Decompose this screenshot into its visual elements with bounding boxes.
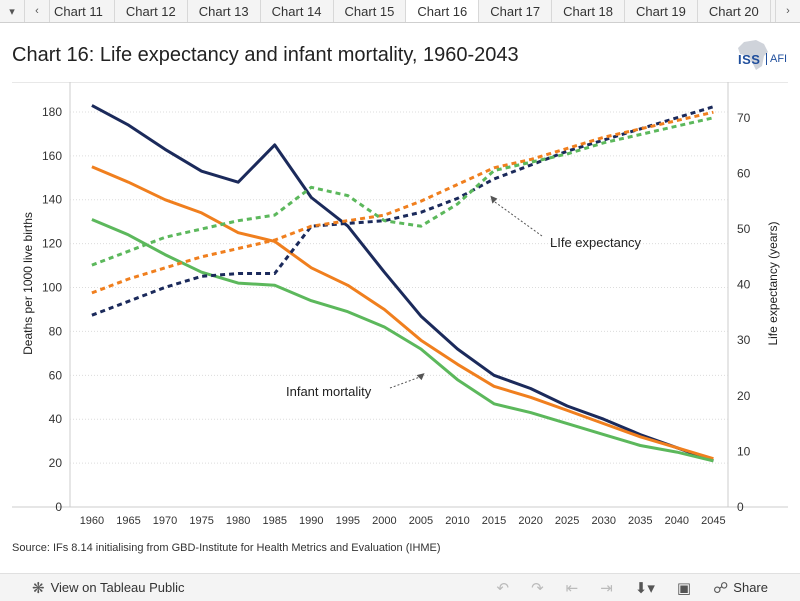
x-tick-label: 1965 bbox=[116, 515, 140, 527]
tab-prev-button[interactable]: ‹ bbox=[25, 0, 50, 22]
view-on-tableau-link[interactable]: ❋ View on Tableau Public bbox=[32, 579, 185, 597]
tab-chart-15[interactable]: Chart 15 bbox=[334, 0, 407, 22]
tab-chart-19[interactable]: Chart 19 bbox=[625, 0, 698, 22]
x-tick-label: 1985 bbox=[262, 515, 286, 527]
tab-chart-12[interactable]: Chart 12 bbox=[115, 0, 188, 22]
y-right-tick-label: 30 bbox=[737, 333, 751, 347]
y-right-tick-label: 40 bbox=[737, 278, 751, 292]
tab-chart-17[interactable]: Chart 17 bbox=[479, 0, 553, 22]
tab-label: Chart 20 bbox=[708, 3, 759, 19]
y-right-tick-label: 60 bbox=[737, 166, 751, 180]
chevron-right-icon: › bbox=[786, 5, 790, 17]
annotation-life-expectancy: LIfe expectancy bbox=[550, 235, 642, 250]
series-line-infant-mortality-1[interactable] bbox=[91, 104, 714, 463]
chevron-left-icon: ‹ bbox=[35, 5, 39, 17]
y-left-tick-label: 40 bbox=[49, 412, 63, 426]
y-right-tick-label: 20 bbox=[737, 389, 751, 403]
tab-chart-14[interactable]: Chart 14 bbox=[261, 0, 334, 22]
tab-next-button[interactable]: › bbox=[775, 0, 800, 22]
tab-label: Chart 18 bbox=[563, 3, 614, 19]
tab-chart-18[interactable]: Chart 18 bbox=[552, 0, 626, 22]
africa-map-icon bbox=[738, 40, 768, 70]
caret-down-icon: ▾ bbox=[9, 5, 15, 18]
undo-icon[interactable]: ↶ bbox=[496, 579, 510, 597]
y-left-tick-label: 120 bbox=[42, 237, 62, 251]
y-left-tick-label: 180 bbox=[42, 105, 62, 119]
series-line-life-expectancy-1[interactable] bbox=[91, 105, 714, 317]
annotation-infant-mortality: Infant mortality bbox=[286, 384, 372, 399]
y-right-tick-label: 10 bbox=[737, 444, 751, 458]
x-tick-label: 1975 bbox=[189, 515, 213, 527]
annotation-leader-infant-mortality bbox=[389, 376, 420, 389]
x-tick-label: 1980 bbox=[226, 515, 250, 527]
download-icon[interactable]: ⬇▾ bbox=[634, 579, 655, 597]
chart-title: Chart 16: Life expectancy and infant mor… bbox=[12, 44, 519, 66]
x-tick-label: 2030 bbox=[591, 515, 615, 527]
y-left-tick-label: 80 bbox=[49, 324, 63, 338]
x-tick-label: 2000 bbox=[372, 515, 396, 527]
y-right-axis-label: Life expectancy (years) bbox=[766, 221, 780, 345]
tab-chart-16[interactable]: Chart 16 bbox=[406, 0, 480, 22]
series-line-life-expectancy-3[interactable] bbox=[91, 116, 714, 267]
footer-toolbar: ❋ View on Tableau Public ↶ ↷ ⇤ ⇥ ⬇▾ ▣ ☍ … bbox=[0, 573, 800, 601]
x-tick-label: 2025 bbox=[555, 515, 579, 527]
y-left-tick-label: 100 bbox=[42, 281, 62, 295]
tab-label: Chart 19 bbox=[636, 3, 686, 19]
tab-label: Chart 11 bbox=[54, 3, 103, 19]
x-tick-label: 2015 bbox=[482, 515, 506, 527]
x-tick-label: 2010 bbox=[445, 515, 469, 527]
tab-label: Chart 12 bbox=[125, 3, 176, 19]
chart-area: 0204060801001201401601800102030405060701… bbox=[12, 82, 788, 527]
y-right-tick-label: 50 bbox=[737, 222, 751, 236]
refresh-icon[interactable]: ⇥ bbox=[600, 579, 613, 597]
x-tick-label: 1970 bbox=[153, 515, 177, 527]
revert-icon[interactable]: ⇤ bbox=[565, 579, 579, 597]
series-line-life-expectancy-2[interactable] bbox=[91, 110, 714, 295]
iss-logo: ISS AFI bbox=[726, 38, 790, 74]
view-on-tableau-label: View on Tableau Public bbox=[50, 580, 185, 595]
tab-menu-button[interactable]: ▾ bbox=[0, 0, 25, 22]
redo-icon[interactable]: ↷ bbox=[531, 579, 544, 597]
tab-label: Chart 13 bbox=[198, 3, 249, 19]
x-tick-label: 1990 bbox=[299, 515, 323, 527]
series-line-infant-mortality-2[interactable] bbox=[91, 165, 714, 461]
share-label: Share bbox=[733, 580, 768, 595]
share-icon: ☍ bbox=[713, 579, 729, 597]
arrow-icon bbox=[490, 195, 498, 204]
x-tick-label: 1960 bbox=[80, 515, 104, 527]
y-right-tick-label: 0 bbox=[737, 500, 744, 514]
y-left-tick-label: 140 bbox=[42, 193, 62, 207]
logo-text-afi: AFI bbox=[766, 53, 787, 65]
x-tick-label: 1995 bbox=[336, 515, 360, 527]
tab-label: Chart 17 bbox=[490, 3, 541, 19]
tab-label: Chart 14 bbox=[271, 3, 322, 19]
y-left-tick-label: 160 bbox=[42, 149, 62, 163]
tab-label: Chart 15 bbox=[344, 3, 395, 19]
tableau-icon: ❋ bbox=[32, 579, 45, 597]
tab-list: Chart 11 Chart 12 Chart 13 Chart 14 Chart 15… bbox=[50, 0, 775, 22]
tab-chart-20[interactable]: Chart 20 bbox=[698, 0, 771, 22]
x-tick-label: 2035 bbox=[628, 515, 652, 527]
source-note: Source: IFs 8.14 initialising from GBD-I… bbox=[12, 542, 441, 554]
share-button[interactable]: ☍ Share bbox=[713, 579, 768, 597]
x-tick-label: 2040 bbox=[665, 515, 689, 527]
tab-bar: ▾ ‹ Chart 11 Chart 12 Chart 13 Chart 14 Char… bbox=[0, 0, 800, 23]
fullscreen-icon[interactable]: ▣ bbox=[676, 579, 692, 597]
series-line-infant-mortality-3[interactable] bbox=[91, 218, 714, 463]
x-tick-label: 2005 bbox=[409, 515, 433, 527]
y-left-tick-label: 60 bbox=[49, 368, 63, 382]
logo-text-iss: ISS bbox=[738, 52, 761, 67]
y-right-tick-label: 70 bbox=[737, 111, 751, 125]
tab-chart-11[interactable]: Chart 11 bbox=[50, 0, 115, 22]
annotation-leader-life-expectancy bbox=[494, 201, 543, 237]
y-left-axis-label: Deaths per 1000 live births bbox=[21, 212, 35, 355]
x-tick-label: 2045 bbox=[701, 515, 725, 527]
y-left-tick-label: 20 bbox=[49, 456, 63, 470]
y-left-tick-label: 0 bbox=[55, 500, 62, 514]
tab-label: Chart 16 bbox=[417, 3, 468, 19]
arrow-icon bbox=[416, 373, 425, 381]
x-tick-label: 2020 bbox=[518, 515, 542, 527]
tab-chart-13[interactable]: Chart 13 bbox=[188, 0, 261, 22]
